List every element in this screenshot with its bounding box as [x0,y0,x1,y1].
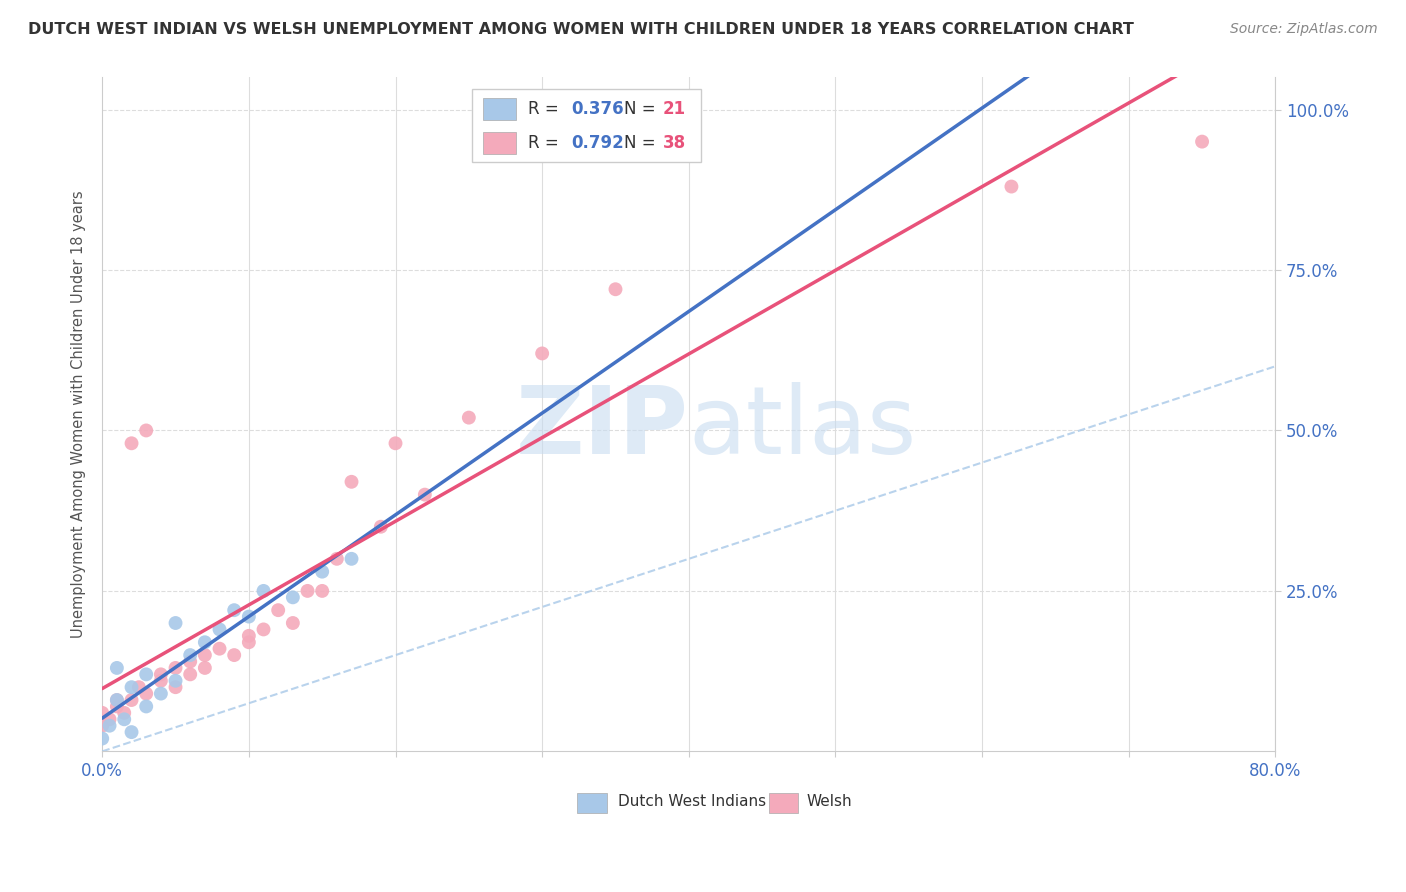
Text: DUTCH WEST INDIAN VS WELSH UNEMPLOYMENT AMONG WOMEN WITH CHILDREN UNDER 18 YEARS: DUTCH WEST INDIAN VS WELSH UNEMPLOYMENT … [28,22,1135,37]
Text: R =: R = [529,100,564,118]
Point [149,687,172,701]
Point [340,475,363,489]
Point [224,648,246,662]
Point [112,706,135,720]
Text: N =: N = [624,134,661,152]
Point [384,436,406,450]
Point [98,712,121,726]
Text: Source: ZipAtlas.com: Source: ZipAtlas.com [1230,22,1378,37]
Text: Welsh: Welsh [806,795,852,809]
Point [252,623,274,637]
Point [297,583,319,598]
Text: 0.792: 0.792 [571,134,624,152]
Text: 21: 21 [664,100,686,118]
Text: ZIP: ZIP [516,382,689,474]
FancyBboxPatch shape [484,98,516,120]
Point [281,591,304,605]
Point [1000,179,1022,194]
FancyBboxPatch shape [769,793,799,814]
Point [135,667,157,681]
Point [91,706,114,720]
Point [105,699,128,714]
Point [105,693,128,707]
Point [179,667,201,681]
Point [267,603,290,617]
Point [208,623,231,637]
Point [105,661,128,675]
FancyBboxPatch shape [472,89,700,161]
Point [135,687,157,701]
Point [91,731,114,746]
Point [121,436,143,450]
Point [457,410,479,425]
Point [91,719,114,733]
Point [1191,135,1213,149]
Point [165,680,187,694]
Point [311,565,333,579]
Y-axis label: Unemployment Among Women with Children Under 18 years: Unemployment Among Women with Children U… [72,191,86,638]
Point [165,615,187,630]
Point [179,655,201,669]
Text: R =: R = [529,134,564,152]
Point [98,719,121,733]
Point [121,725,143,739]
Point [370,520,392,534]
Point [121,693,143,707]
FancyBboxPatch shape [484,132,516,153]
Point [224,603,246,617]
Point [112,712,135,726]
Point [135,699,157,714]
Point [105,693,128,707]
Point [238,635,260,649]
Point [128,680,150,694]
Point [179,648,201,662]
Point [311,583,333,598]
Point [194,635,217,649]
FancyBboxPatch shape [578,793,606,814]
Point [531,346,554,360]
Point [340,551,363,566]
Text: atlas: atlas [689,382,917,474]
Text: 38: 38 [664,134,686,152]
Point [326,551,349,566]
Point [281,615,304,630]
Point [165,661,187,675]
Point [194,661,217,675]
Point [208,641,231,656]
Text: Dutch West Indians: Dutch West Indians [619,795,766,809]
Point [135,424,157,438]
Point [194,648,217,662]
Point [149,667,172,681]
Point [165,673,187,688]
Point [252,583,274,598]
Text: 0.376: 0.376 [571,100,624,118]
Point [605,282,627,296]
Point [238,609,260,624]
Point [413,488,436,502]
Text: N =: N = [624,100,661,118]
Point [149,673,172,688]
Point [121,680,143,694]
Point [238,629,260,643]
